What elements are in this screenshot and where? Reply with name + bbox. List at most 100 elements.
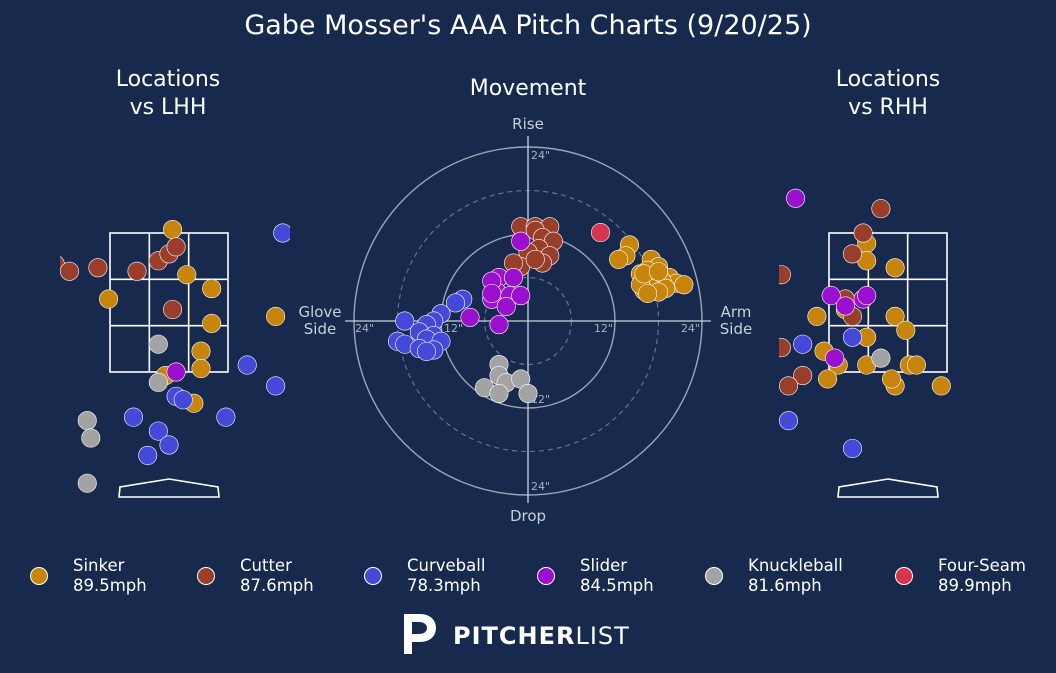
pitch-marker-sinker [202,279,222,299]
pitch-marker-slider [786,188,806,208]
pitch-marker-sinker [906,355,926,375]
movement-marker-sinker [638,283,658,303]
ring-label: 12" [594,322,613,335]
sinker-swatch [30,567,48,585]
legend-speed: 81.6mph [748,576,822,595]
pitch-marker-sinker [191,359,211,379]
legend-speed: 87.6mph [240,576,314,595]
pitch-marker-slider [821,286,841,306]
lhh-location-panel [7,220,290,498]
pitch-marker-curveball [216,407,236,427]
pitch-marker-cutter [842,244,862,264]
movement-marker-slider [482,283,502,303]
pitch-marker-sinker [266,306,286,326]
pitch-marker-cutter [163,299,183,319]
pitch-marker-sinker [177,265,197,285]
movement-panel-title: Movement [469,76,587,101]
pitch-marker-cutter [7,238,25,256]
pitch-marker-sinker [885,258,905,278]
home-plate [837,478,939,498]
arm-side-label: Arm Side [720,303,752,338]
pitch-marker-knuckleball [77,411,97,431]
pitch-marker-sinker [882,369,902,389]
movement-points [387,217,694,403]
slider-swatch [537,567,555,585]
cutter-swatch [197,567,215,585]
movement-marker-slider [489,315,509,335]
pitch-marker-sinker [1021,286,1039,304]
brand-light-text: LIST [575,622,630,650]
pitch-marker-slider [857,286,877,306]
pitch-marker-cutter [779,376,798,396]
rhh-location-panel [779,188,1039,498]
lhh-panel-title: Locations vs LHH [115,67,221,120]
pitch-marker-sinker [818,369,838,389]
pitch-marker-knuckleball [81,428,101,448]
movement-marker-slider [503,267,523,287]
pitch-marker-cutter [871,199,891,219]
ring-label: 24" [355,322,374,335]
home-plate [118,478,220,498]
movement-marker-knuckleball [518,383,538,403]
movement-marker-curveball [416,341,436,361]
movement-marker-slider [511,286,531,306]
ring-label: 24" [531,480,550,493]
pitch-marker-curveball [779,411,798,431]
pitch-marker-slider [835,296,855,316]
pitch-marker-cutter [127,261,147,281]
pitch-marker-cutter [779,265,791,285]
pitch-marker-sinker [885,306,905,326]
ring-label: 24" [681,322,700,335]
legend-label: Curveball [407,556,486,575]
pitch-marker-slider [825,348,845,368]
movement-marker-sinker [609,249,629,269]
pitch-marker-sinker [191,341,211,361]
pitch-marker-curveball [237,355,257,375]
movement-marker-sinker [648,262,668,282]
pitch-marker-knuckleball [148,372,168,392]
ring-label: 24" [531,149,550,162]
pitch-marker-cutter [60,261,79,281]
legend-label: Cutter [240,556,292,575]
legend-speed: 89.9mph [938,576,1012,595]
pitch-marker-sinker [202,313,222,333]
movement-marker-slider [511,231,531,251]
movement-marker-four-seam [590,223,610,243]
pitch-marker-sinker [99,289,119,309]
legend-label: Sinker [73,556,125,575]
movement-marker-slider [496,296,516,316]
knuckleball-swatch [705,567,723,585]
pitch-marker-curveball [148,421,168,441]
rise-label: Rise [512,115,544,133]
ring-label: 12" [444,322,463,335]
brand-bold-text: PITCHER [453,622,576,650]
movement-marker-curveball [395,311,415,331]
pitch-marker-curveball [159,435,179,455]
drop-label: Drop [510,507,546,525]
legend-speed: 89.5mph [73,576,147,595]
four-seam-swatch [895,567,913,585]
legend-speed: 78.3mph [407,576,481,595]
pitch-marker-slider [166,362,186,382]
legend-label: Slider [580,556,628,575]
movement-marker-cutter [525,249,545,269]
pitch-marker-cutter [35,269,53,287]
pitch-marker-knuckleball [148,334,168,354]
pitch-marker-curveball [173,390,193,410]
legend-label: Four-Seam [938,556,1026,575]
glove-side-label: Glove Side [298,303,341,338]
pitch-marker-sinker [931,376,951,396]
pitch-marker-cutter [779,338,791,358]
chart-title: Gabe Mosser's AAA Pitch Charts (9/20/25) [244,10,812,41]
legend: Sinker 89.5mph Cutter 87.6mph Curveball 78.… [0,556,1056,600]
pitch-marker-cutter [793,365,813,385]
pitch-marker-curveball [273,223,290,243]
movement-marker-sinker [674,275,694,295]
rhh-panel-title: Locations vs RHH [835,67,941,120]
pitch-marker-sinker [163,220,183,240]
legend-label: Knuckleball [748,556,843,575]
movement-marker-slider [460,307,480,327]
